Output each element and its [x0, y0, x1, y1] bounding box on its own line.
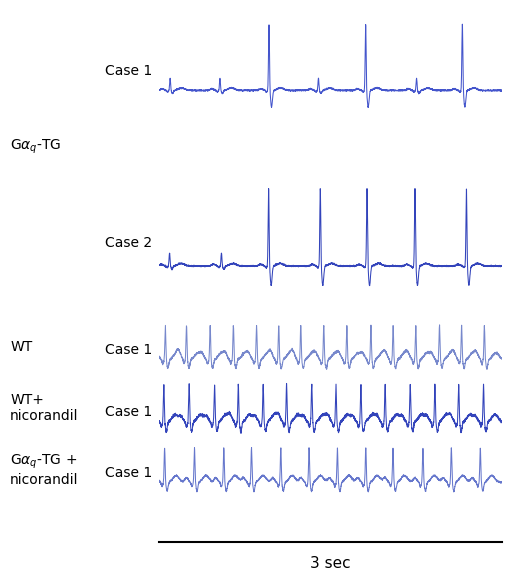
- Text: Case 1: Case 1: [104, 405, 152, 418]
- Text: Case 1: Case 1: [104, 343, 152, 357]
- Text: G$\alpha_q$-TG: G$\alpha_q$-TG: [10, 138, 62, 156]
- Text: G$\alpha_q$-TG +
nicorandil: G$\alpha_q$-TG + nicorandil: [10, 452, 79, 487]
- Text: 3 sec: 3 sec: [310, 556, 351, 571]
- Text: Case 1: Case 1: [104, 64, 152, 78]
- Text: Case 1: Case 1: [104, 466, 152, 479]
- Text: Case 2: Case 2: [105, 236, 152, 250]
- Text: WT: WT: [10, 340, 32, 354]
- Text: WT+
nicorandil: WT+ nicorandil: [10, 393, 79, 424]
